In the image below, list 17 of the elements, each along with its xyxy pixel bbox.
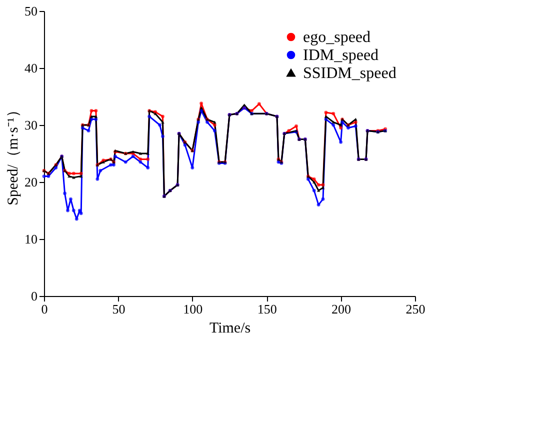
- y-tick-label: 30: [24, 118, 38, 132]
- y-tick-label: 20: [24, 174, 38, 190]
- y-tick-label: 40: [24, 60, 38, 76]
- legend-label: ego_speed: [303, 29, 371, 46]
- y-axis-title: Speed/（m·s⁻¹）: [6, 102, 22, 206]
- x-tick-label: 50: [112, 302, 126, 316]
- y-tick-label: 50: [24, 4, 38, 18]
- y-tick-label: 10: [24, 232, 38, 246]
- x-tick-label: 250: [406, 302, 426, 316]
- x-tick-label: 0: [41, 302, 48, 316]
- x-tick-label: 150: [257, 302, 277, 316]
- x-tick-label: 200: [332, 302, 352, 316]
- legend-label: IDM_speed: [303, 47, 379, 64]
- x-tick-label: 100: [183, 302, 203, 316]
- x-axis-title: Time/s: [209, 320, 251, 336]
- legend-label: SSIDM_speed: [303, 65, 396, 82]
- y-tick-label: 0: [31, 288, 38, 304]
